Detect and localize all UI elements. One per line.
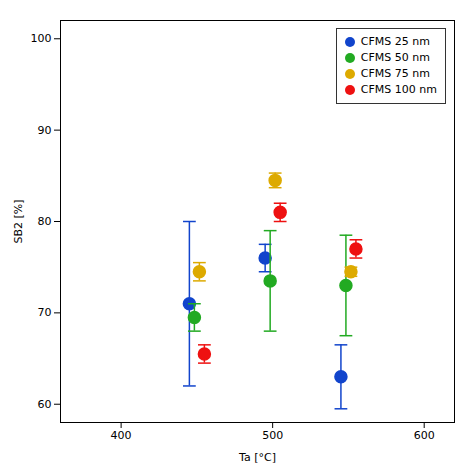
svg-text:SB2 [%]: SB2 [%] bbox=[12, 199, 25, 243]
html-text:CFMS 100 nm: CFMS 100 nm bbox=[360, 83, 437, 96]
html-text:CFMS 25 nm: CFMS 25 nm bbox=[360, 35, 430, 48]
svg-text:Ta [°C]: Ta [°C] bbox=[238, 451, 276, 464]
svg-text:400: 400 bbox=[111, 429, 132, 442]
svg-text:60: 60 bbox=[38, 398, 52, 411]
svg-text:80: 80 bbox=[38, 215, 52, 228]
svg-text:600: 600 bbox=[414, 429, 435, 442]
svg-text:100: 100 bbox=[31, 32, 52, 45]
svg-text:500: 500 bbox=[262, 429, 283, 442]
svg-text:70: 70 bbox=[38, 306, 52, 319]
html-text:CFMS 50 nm: CFMS 50 nm bbox=[360, 51, 430, 64]
svg-text:90: 90 bbox=[38, 124, 52, 137]
html-text:CFMS 75 nm: CFMS 75 nm bbox=[360, 67, 430, 80]
